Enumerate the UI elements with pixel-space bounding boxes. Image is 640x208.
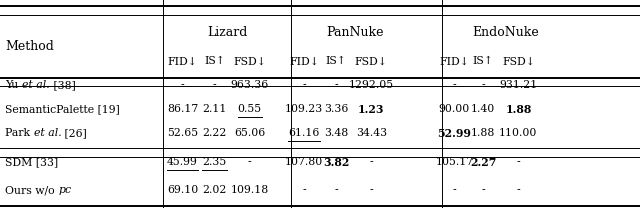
Text: -: - xyxy=(212,80,216,90)
Text: Method: Method xyxy=(5,40,54,53)
Text: PanNuke: PanNuke xyxy=(326,26,384,39)
Text: 109.23: 109.23 xyxy=(285,104,323,114)
Text: FSD↓: FSD↓ xyxy=(502,56,535,66)
Text: 0.55: 0.55 xyxy=(237,104,262,114)
Text: Ours w/o: Ours w/o xyxy=(5,185,58,195)
Text: 3.48: 3.48 xyxy=(324,128,348,138)
Text: -: - xyxy=(302,185,306,195)
Text: 110.00: 110.00 xyxy=(499,128,538,138)
Text: FID↓: FID↓ xyxy=(168,56,197,66)
Text: -: - xyxy=(369,185,373,195)
Text: FSD↓: FSD↓ xyxy=(355,56,388,66)
Text: SDM [33]: SDM [33] xyxy=(5,157,58,167)
Text: -: - xyxy=(334,185,338,195)
Text: 963.36: 963.36 xyxy=(230,80,269,90)
Text: -: - xyxy=(516,157,520,167)
Text: -: - xyxy=(248,157,252,167)
Text: FSD↓: FSD↓ xyxy=(233,56,266,66)
Text: et al.: et al. xyxy=(34,128,61,138)
Text: 86.17: 86.17 xyxy=(167,104,198,114)
Text: FID↓: FID↓ xyxy=(440,56,469,66)
Text: 109.18: 109.18 xyxy=(230,185,269,195)
Text: Lizard: Lizard xyxy=(207,26,248,39)
Text: pc: pc xyxy=(58,185,72,195)
Text: 34.43: 34.43 xyxy=(356,128,387,138)
Text: -: - xyxy=(302,80,306,90)
Text: 2.11: 2.11 xyxy=(202,104,227,114)
Text: 105.17: 105.17 xyxy=(435,157,474,167)
Text: 69.10: 69.10 xyxy=(167,185,198,195)
Text: IS↑: IS↑ xyxy=(326,56,346,66)
Text: 1.88: 1.88 xyxy=(505,104,532,115)
Text: SemanticPalette [19]: SemanticPalette [19] xyxy=(5,104,120,114)
Text: -: - xyxy=(481,80,485,90)
Text: 1.88: 1.88 xyxy=(471,128,495,138)
Text: [26]: [26] xyxy=(61,128,87,138)
Text: 931.21: 931.21 xyxy=(499,80,538,90)
Text: -: - xyxy=(180,80,184,90)
Text: -: - xyxy=(516,185,520,195)
Text: IS↑: IS↑ xyxy=(204,56,225,66)
Text: 52.99: 52.99 xyxy=(438,128,471,139)
Text: 90.00: 90.00 xyxy=(439,104,470,114)
Text: -: - xyxy=(369,157,373,167)
Text: -: - xyxy=(452,185,456,195)
Text: 52.65: 52.65 xyxy=(167,128,198,138)
Text: -: - xyxy=(481,185,485,195)
Text: 2.27: 2.27 xyxy=(470,157,497,168)
Text: 2.02: 2.02 xyxy=(202,185,227,195)
Text: 1.40: 1.40 xyxy=(471,104,495,114)
Text: 2.22: 2.22 xyxy=(202,128,227,138)
Text: FID↓: FID↓ xyxy=(289,56,319,66)
Text: 107.80: 107.80 xyxy=(285,157,323,167)
Text: 2.35: 2.35 xyxy=(202,157,227,167)
Text: Park: Park xyxy=(5,128,34,138)
Text: 61.16: 61.16 xyxy=(288,128,320,138)
Text: -: - xyxy=(452,80,456,90)
Text: et al.: et al. xyxy=(22,80,50,90)
Text: IS↑: IS↑ xyxy=(473,56,493,66)
Text: 65.06: 65.06 xyxy=(234,128,265,138)
Text: Yu: Yu xyxy=(5,80,22,90)
Text: 3.36: 3.36 xyxy=(324,104,348,114)
Text: 1292.05: 1292.05 xyxy=(349,80,394,90)
Text: 3.82: 3.82 xyxy=(323,157,349,168)
Text: 1.23: 1.23 xyxy=(358,104,385,115)
Text: 45.99: 45.99 xyxy=(167,157,198,167)
Text: EndoNuke: EndoNuke xyxy=(472,26,539,39)
Text: -: - xyxy=(334,80,338,90)
Text: [38]: [38] xyxy=(50,80,76,90)
